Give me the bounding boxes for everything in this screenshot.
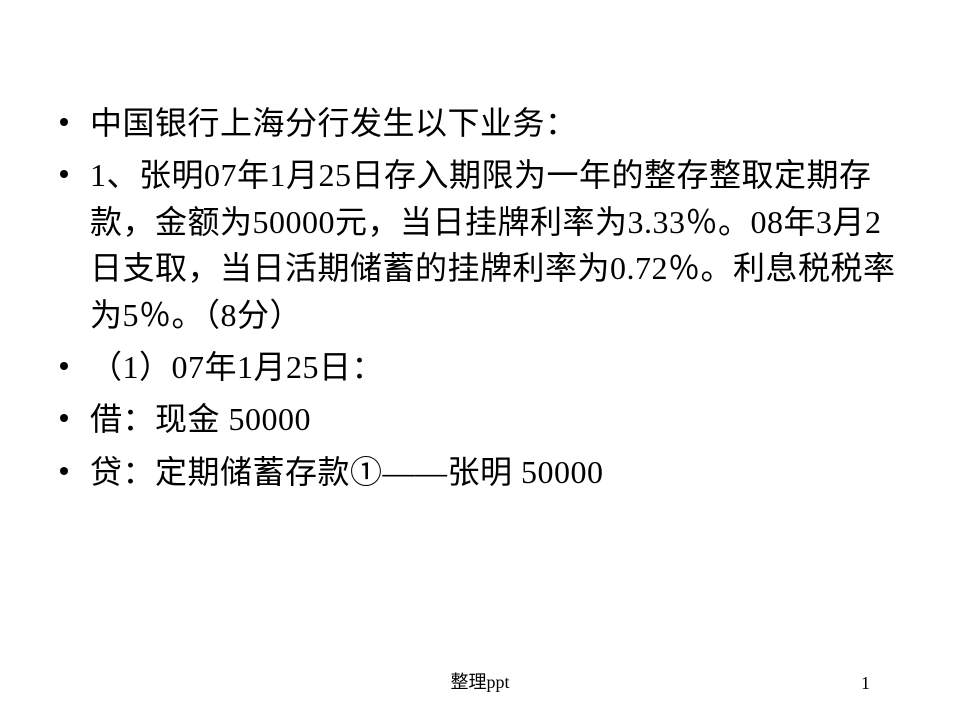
bullet-text: 中国银行上海分行发生以下业务： <box>90 100 900 146</box>
bullet-text: 贷：定期储蓄存款①——张明 50000 <box>90 449 900 495</box>
bullet-icon <box>60 170 68 178</box>
slide: 中国银行上海分行发生以下业务： 1、张明07年1月25日存入期限为一年的整存整取… <box>0 0 960 720</box>
list-item: 贷：定期储蓄存款①——张明 50000 <box>60 449 900 495</box>
bullet-icon <box>60 414 68 422</box>
list-item: 1、张明07年1月25日存入期限为一年的整存整取定期存款，金额为50000元，当… <box>60 152 900 338</box>
bullet-text: （1）07年1月25日： <box>90 344 900 390</box>
page-number: 1 <box>861 673 870 694</box>
bullet-text: 1、张明07年1月25日存入期限为一年的整存整取定期存款，金额为50000元，当… <box>90 152 900 338</box>
footer-text: 整理ppt <box>0 668 960 694</box>
list-item: （1）07年1月25日： <box>60 344 900 390</box>
bullet-text: 借：现金 50000 <box>90 396 900 442</box>
bullet-icon <box>60 118 68 126</box>
bullet-icon <box>60 362 68 370</box>
list-item: 中国银行上海分行发生以下业务： <box>60 100 900 146</box>
list-item: 借：现金 50000 <box>60 396 900 442</box>
bullet-icon <box>60 467 68 475</box>
